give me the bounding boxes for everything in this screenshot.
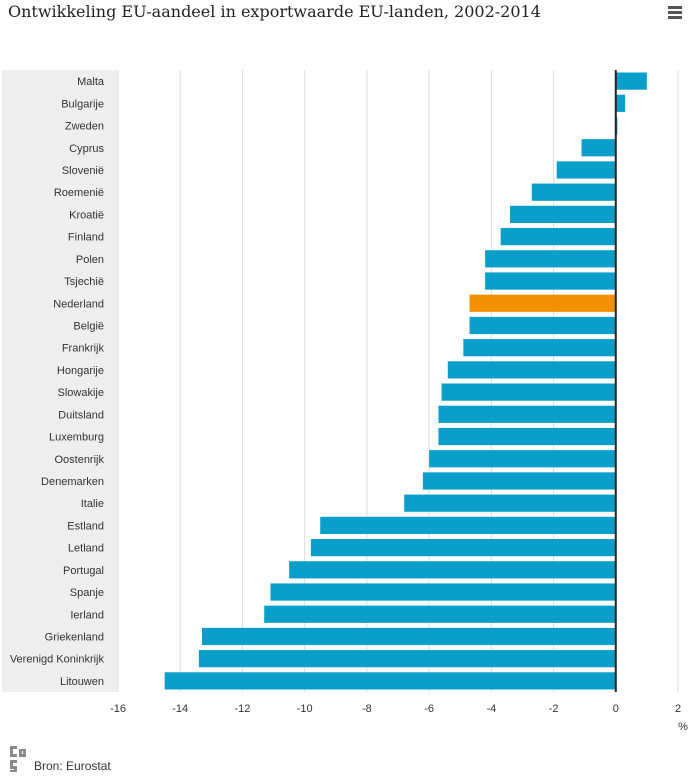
category-label: Zweden xyxy=(65,121,104,133)
category-label: Letland xyxy=(68,543,104,555)
category-label: Nederland xyxy=(53,298,104,310)
category-label: Slovenië xyxy=(62,165,104,177)
category-label: Frankrijk xyxy=(62,343,105,355)
bar[interactable] xyxy=(320,516,616,534)
bar[interactable] xyxy=(438,405,616,423)
source-label: Bron: Eurostat xyxy=(34,759,111,773)
bar[interactable] xyxy=(447,361,616,379)
bar[interactable] xyxy=(310,539,616,557)
bar[interactable] xyxy=(615,72,647,90)
category-label: Cyprus xyxy=(69,143,104,155)
category-label: Griekenland xyxy=(45,631,104,643)
bar-chart: Malta Bulgarije Zweden Cyprus Slovenië Roemen… xyxy=(2,70,688,733)
bar[interactable] xyxy=(510,205,616,223)
bar[interactable] xyxy=(270,583,616,601)
x-tick-label: 0 xyxy=(613,703,619,715)
category-label: Tsjechië xyxy=(64,276,104,288)
category-label: Finland xyxy=(68,232,104,244)
cbs-logo-icon xyxy=(10,746,26,772)
x-axis-unit-label: % xyxy=(678,721,688,733)
x-tick-label: -16 xyxy=(110,703,126,715)
bars xyxy=(164,72,647,690)
bar[interactable] xyxy=(202,627,616,646)
bar[interactable] xyxy=(429,450,616,468)
category-label-background xyxy=(2,70,118,692)
category-label: Italie xyxy=(81,498,104,510)
bar[interactable] xyxy=(469,316,616,335)
category-label: Estland xyxy=(67,520,104,532)
bar[interactable] xyxy=(469,294,616,312)
x-tick-labels: -16 -14 -12 -10 -8 -6 -4 -2 0 2 xyxy=(110,703,681,715)
x-tick-label: -2 xyxy=(549,703,559,715)
x-tick-label: -4 xyxy=(486,703,496,715)
category-label: Oostenrijk xyxy=(54,454,104,466)
category-label: Malta xyxy=(77,76,105,88)
category-label: Litouwen xyxy=(60,676,104,688)
bar[interactable] xyxy=(404,494,616,512)
category-label: Ierland xyxy=(70,609,104,621)
bar[interactable] xyxy=(463,339,616,357)
chart-footer: Bron: Eurostat xyxy=(8,744,111,774)
category-labels: Malta Bulgarije Zweden Cyprus Slovenië Roemen… xyxy=(10,76,105,688)
bar[interactable] xyxy=(556,161,616,179)
chart-title: Ontwikkeling EU-aandeel in exportwaarde … xyxy=(8,2,541,21)
category-label: Hongarije xyxy=(57,365,104,377)
category-label: Roemenië xyxy=(54,187,104,199)
bar[interactable] xyxy=(289,561,616,579)
category-label: Portugal xyxy=(63,565,104,577)
bar[interactable] xyxy=(500,228,616,246)
x-tick-label: -14 xyxy=(172,703,188,715)
category-label: Duitsland xyxy=(58,409,104,421)
bar[interactable] xyxy=(264,605,616,623)
x-tick-label: -8 xyxy=(362,703,372,715)
bar[interactable] xyxy=(164,672,616,690)
category-label: Slowakije xyxy=(58,387,104,399)
category-label: Kroatië xyxy=(69,209,104,221)
bar[interactable] xyxy=(198,650,616,668)
category-label: Spanje xyxy=(70,587,104,599)
bar[interactable] xyxy=(615,94,626,112)
category-label: Polen xyxy=(76,254,104,266)
bar[interactable] xyxy=(438,427,616,446)
bar[interactable] xyxy=(581,139,616,157)
x-tick-label: -12 xyxy=(234,703,250,715)
category-label: België xyxy=(73,320,104,332)
x-tick-label: -10 xyxy=(297,703,313,715)
hamburger-menu-icon[interactable] xyxy=(668,6,682,20)
bar[interactable] xyxy=(485,272,616,290)
x-tick-label: -6 xyxy=(424,703,434,715)
category-label: Verenigd Koninkrijk xyxy=(10,654,105,666)
category-label: Luxemburg xyxy=(49,432,104,444)
x-tick-label: 2 xyxy=(675,703,681,715)
bar[interactable] xyxy=(485,250,616,268)
bar[interactable] xyxy=(441,383,616,401)
category-label: Denemarken xyxy=(41,476,104,488)
bar[interactable] xyxy=(422,472,616,490)
category-label: Bulgarije xyxy=(61,98,104,110)
bar[interactable] xyxy=(531,183,616,201)
